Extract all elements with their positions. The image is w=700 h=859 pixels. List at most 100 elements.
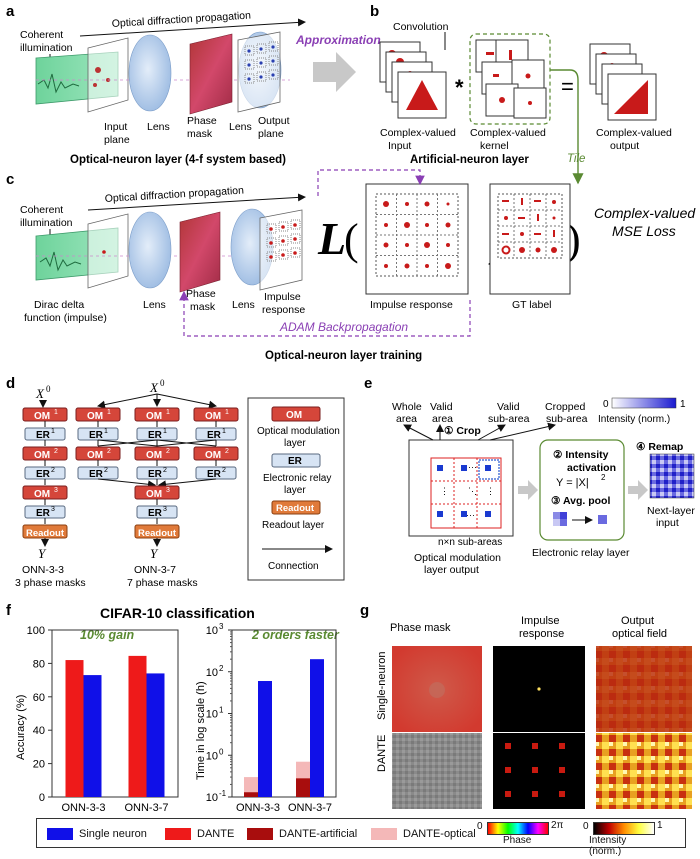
panel-label-d: d [6, 375, 15, 392]
y-label-37: Y [150, 546, 159, 561]
svg-text:⋮: ⋮ [486, 486, 495, 496]
illumination-label-2: illumination [20, 42, 73, 54]
accuracy-bar [83, 675, 102, 797]
output-label-2: output [610, 140, 639, 152]
legend-er-desc-2: layer [284, 485, 306, 496]
valid-sub-label-2: sub-area [488, 413, 530, 425]
svg-text:2: 2 [104, 467, 108, 474]
x0-label-37: X [149, 380, 159, 395]
svg-text:2: 2 [222, 467, 226, 474]
accuracy-plot-frame [51, 629, 179, 798]
time-ytick-label: 10 [206, 792, 218, 804]
next-label-1: Next-layer [647, 505, 695, 517]
output-plane-label-1: Output [258, 115, 290, 127]
svg-text:Readout: Readout [26, 528, 65, 539]
output-plane-label-2: plane [258, 128, 284, 140]
valid-label-1: Valid [430, 401, 453, 413]
lens-2-label: Lens [229, 121, 252, 133]
valid-sub-label-1: Valid [497, 401, 520, 413]
dante-phase-mask-image [392, 733, 482, 809]
onn37-stack: OM 1 OM 1 OM 1 ER 1 ER 1 ER 1 OM 2 OM 2 OM 2 ER 2 … [75, 393, 239, 547]
svg-text:3: 3 [166, 487, 170, 494]
svg-text:OM: OM [34, 411, 50, 422]
svg-text:0: 0 [160, 378, 165, 388]
col-phase-mask: Phase mask [390, 622, 451, 634]
time-bar-dante-artificial [244, 792, 258, 797]
input-plane-label-2: plane [104, 134, 130, 146]
svg-text:⋮: ⋮ [440, 486, 449, 496]
panel-label-a: a [6, 3, 15, 20]
om-output-box [408, 439, 514, 537]
panel-label-f: f [6, 602, 12, 619]
svg-text:ER: ER [36, 508, 51, 519]
row-single-neuron: Single-neuron [376, 652, 388, 721]
svg-text:1: 1 [54, 409, 58, 416]
lens-c-1-label: Lens [143, 299, 166, 311]
panel-label-g: g [360, 602, 369, 619]
phase-mask-c-label-1: Phase [186, 288, 216, 300]
approximation-arrow [313, 52, 356, 92]
om-output-label-2: layer output [424, 564, 479, 576]
convolution-star: * [455, 75, 464, 100]
accuracy-ytick-label: 80 [33, 658, 45, 670]
svg-text:Readout: Readout [276, 503, 315, 514]
e-colorbar [611, 397, 677, 409]
crop-step: ① Crop [444, 425, 481, 437]
phase-mask-label-1: Phase [187, 115, 217, 127]
chart-title: CIFAR-10 classification [100, 605, 255, 621]
time-ytick-exp: -1 [219, 789, 227, 798]
svg-text:ER: ER [207, 469, 222, 480]
time-xtick-label: ONN-3-7 [288, 802, 332, 814]
kernel-stack [475, 39, 547, 119]
phase-mask-c-label-2: mask [190, 301, 216, 313]
kernel-label-1: Complex-valued [470, 127, 546, 139]
dante-output-image [596, 733, 692, 809]
output-stack [589, 43, 657, 121]
time-ytick-exp: 1 [219, 706, 224, 715]
input-label-1: Complex-valued [380, 127, 456, 139]
illumination-c-1: Coherent [20, 204, 63, 216]
svg-text:OM: OM [87, 450, 103, 461]
legend-readout-desc: Readout layer [262, 520, 325, 531]
y-label-33: Y [38, 546, 47, 561]
impulse-response-caption: Impulse response [370, 299, 453, 311]
svg-text:ER: ER [36, 469, 51, 480]
dirac-plane [87, 213, 129, 289]
time-ylabel: Time in log scale (h) [195, 681, 207, 780]
time-bar-dante-artificial [296, 778, 310, 797]
accuracy-bar [128, 655, 147, 797]
onn37-label: ONN-3-7 [134, 564, 176, 576]
om-output-label-1: Optical modulation [414, 552, 501, 564]
svg-text:OM: OM [34, 489, 50, 500]
illumination-label-1: Coherent [20, 29, 63, 41]
backprop-arrow [179, 290, 471, 337]
accuracy-ylabel: Accuracy (%) [15, 695, 27, 760]
swatch-single-neuron [47, 828, 73, 841]
faster-annotation: 2 orders faster [251, 628, 340, 642]
legend-dante-artificial: DANTE-artificial [247, 826, 357, 842]
whole-label-2: area [396, 413, 417, 425]
svg-text:2: 2 [51, 467, 55, 474]
intensity-step-1: ② Intensity [553, 449, 609, 461]
panel-g: g Phase mask Impulse response Output opt… [360, 602, 692, 809]
accuracy-xtick-label: ONN-3-7 [124, 802, 168, 814]
e-colorbar-label: Intensity (norm.) [598, 414, 670, 425]
input-stack [379, 41, 447, 119]
time-bar-single-neuron [258, 681, 272, 797]
col-impulse-1: Impulse [521, 615, 560, 627]
panel-e: e Whole area Valid area Valid sub-area C… [364, 375, 695, 576]
row-dante: DANTE [376, 735, 388, 772]
accuracy-ytick-label: 100 [27, 625, 45, 637]
swatch-dante-optical [371, 828, 397, 841]
svg-text:ER: ER [89, 469, 104, 480]
svg-text:OM: OM [146, 411, 162, 422]
legend-dante: DANTE [165, 826, 234, 842]
crop-grid: ··· ⋱ ⋮ ⋮ ··· [430, 457, 502, 529]
adam-label: ADAM Backpropagation [279, 320, 408, 334]
col-impulse-2: response [519, 628, 564, 640]
valid-label-2: area [432, 413, 453, 425]
panel-label-e: e [364, 375, 372, 392]
propagation-arrow [79, 18, 306, 37]
dante-impulse-dots [505, 743, 565, 797]
